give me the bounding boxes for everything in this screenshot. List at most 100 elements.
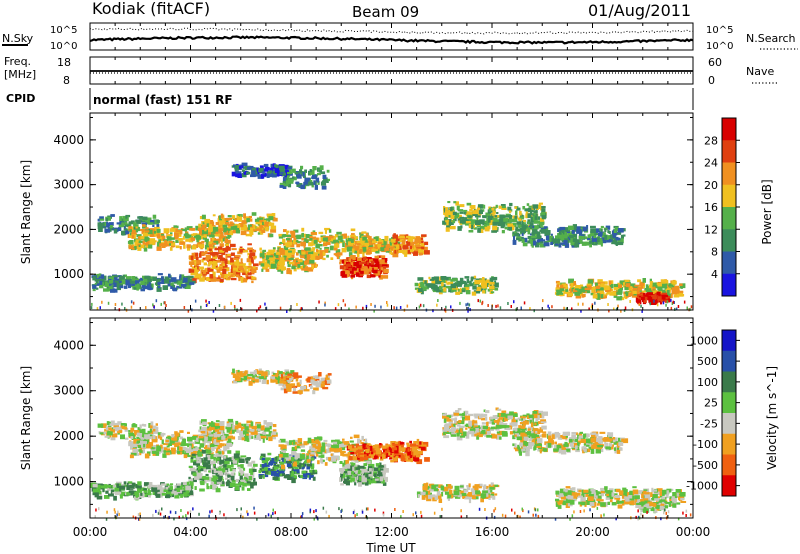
echo-cell <box>306 258 310 263</box>
echo-cell <box>150 430 154 434</box>
echo-cell <box>279 182 286 185</box>
echo-cell <box>211 443 218 447</box>
echo-cell <box>142 438 147 442</box>
echo-cell <box>619 280 625 283</box>
echo-cell <box>611 240 616 245</box>
echo-cell <box>578 290 582 294</box>
echo-cell <box>286 268 291 271</box>
echo-cell <box>365 239 368 242</box>
echo-cell <box>132 448 139 454</box>
echo-cell <box>370 480 374 484</box>
echo-cell <box>661 283 667 289</box>
echo-cell <box>230 278 237 281</box>
echo-cell <box>623 279 630 283</box>
echo-cell <box>181 446 186 451</box>
echo-cell <box>138 236 141 240</box>
echo-cell <box>272 217 278 222</box>
echo-cell <box>140 228 144 232</box>
echo-cell <box>399 239 404 243</box>
ground-scatter-cell <box>373 309 375 313</box>
echo-cell <box>246 376 252 380</box>
echo-cell <box>125 437 129 440</box>
echo-cell <box>183 277 188 283</box>
echo-cell <box>414 282 419 287</box>
echo-cell <box>235 485 240 491</box>
echo-cell <box>445 280 448 284</box>
echo-cell <box>329 236 334 242</box>
ground-scatter-cell <box>594 301 596 305</box>
ground-scatter-cell <box>160 302 162 306</box>
echo-cell <box>224 247 229 253</box>
echo-cell <box>362 456 368 461</box>
echo-cell <box>348 260 353 266</box>
echo-cell <box>345 238 350 243</box>
echo-cell <box>351 272 356 276</box>
echo-cell <box>296 443 303 446</box>
echo-cell <box>224 259 228 264</box>
echo-cell <box>310 464 314 470</box>
echo-cell <box>110 429 115 433</box>
echo-cell <box>411 241 418 245</box>
echo-cell <box>288 166 292 170</box>
range-tick-label: 2000 <box>53 222 84 236</box>
echo-cell <box>271 431 277 435</box>
echo-cell <box>190 457 194 463</box>
echo-cell <box>131 283 135 286</box>
echo-cell <box>484 226 490 232</box>
echo-cell <box>657 296 662 301</box>
ground-scatter-cell <box>342 299 345 303</box>
echo-cell <box>339 259 344 262</box>
echo-cell <box>350 265 354 268</box>
echo-cell <box>339 261 342 265</box>
ground-scatter-cell <box>344 303 346 307</box>
echo-cell <box>515 228 521 232</box>
echo-cell <box>199 229 204 235</box>
echo-cell <box>356 449 361 453</box>
echo-cell <box>223 273 228 279</box>
echo-cell <box>252 430 258 435</box>
echo-cell <box>179 436 184 440</box>
ground-scatter-cell <box>640 304 642 308</box>
echo-cell <box>292 468 295 471</box>
echo-cell <box>157 432 162 437</box>
echo-cell <box>581 241 587 246</box>
echo-cell <box>103 288 109 292</box>
echo-cell <box>214 470 220 473</box>
echo-cell <box>219 459 225 464</box>
echo-cell <box>232 228 236 234</box>
echo-cell <box>267 423 273 426</box>
echo-cell <box>227 272 231 276</box>
echo-cell <box>203 271 208 275</box>
echo-cell <box>202 237 207 240</box>
echo-cell <box>396 247 399 250</box>
echo-cell <box>333 443 339 449</box>
echo-cell <box>243 213 246 219</box>
echo-cell <box>299 265 304 270</box>
echo-cell <box>419 282 425 288</box>
echo-cell <box>470 276 476 280</box>
echo-cell <box>514 232 520 237</box>
echo-cell <box>645 284 649 289</box>
echo-cell <box>166 450 172 455</box>
echo-cell <box>112 275 118 278</box>
echo-cell <box>336 231 342 235</box>
echo-cell <box>143 247 148 252</box>
echo-cell <box>130 452 137 456</box>
echo-cell <box>263 163 269 168</box>
echo-cell <box>534 216 538 220</box>
echo-cell <box>598 287 604 291</box>
echo-cell <box>561 283 567 288</box>
ground-scatter-cell <box>145 306 147 310</box>
echo-cell <box>422 246 428 251</box>
echo-cell <box>442 220 447 225</box>
echo-cell <box>257 232 263 235</box>
echo-cell <box>193 459 198 462</box>
echo-cell <box>281 464 286 470</box>
echo-cell <box>518 224 521 229</box>
echo-cell <box>591 235 594 240</box>
echo-cell <box>232 368 235 374</box>
echo-cell <box>152 230 156 233</box>
echo-cell <box>265 434 271 437</box>
ground-scatter-cell <box>690 305 693 309</box>
echo-cell <box>97 423 104 428</box>
